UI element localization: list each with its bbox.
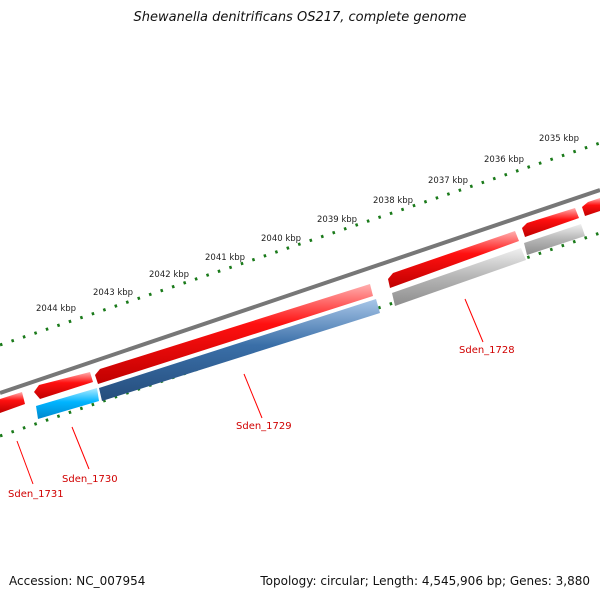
- topology-text: Topology: circular; Length: 4,545,906 bp…: [260, 574, 590, 588]
- gene-labels: Sden_1728 Sden_1729 Sden_1730 Sden_1731: [8, 345, 515, 500]
- gene-sden-1729-block: [99, 299, 380, 401]
- scale-label: 2037 kbp: [428, 176, 468, 186]
- scale-label: 2041 kbp: [205, 253, 245, 263]
- forward-gene-arrow: [582, 198, 600, 216]
- map-title: Shewanella denitrificans OS217, complete…: [133, 10, 467, 25]
- reverse-strand-track: [36, 224, 585, 419]
- forward-strand-track: [0, 198, 600, 413]
- scale-label: 2042 kbp: [149, 270, 189, 280]
- scale-labels: 2035 kbp 2036 kbp 2037 kbp 2038 kbp 2039…: [36, 134, 579, 314]
- scale-label: 2036 kbp: [484, 155, 524, 165]
- scale-label: 2035 kbp: [539, 134, 579, 144]
- scale-label: 2040 kbp: [261, 234, 301, 244]
- scale-label: 2044 kbp: [36, 304, 76, 314]
- leader-line-sden-1728: [464, 298, 484, 343]
- gene-sden-1728-block: [524, 224, 585, 255]
- gene-label-sden-1729: Sden_1729: [236, 421, 292, 432]
- gene-sden-1728-block: [392, 248, 526, 306]
- leader-line-sden-1730: [71, 426, 90, 470]
- scale-label: 2038 kbp: [373, 196, 413, 206]
- forward-gene-arrow: [34, 372, 93, 399]
- forward-gene-arrow: [388, 231, 519, 288]
- scale-label: 2043 kbp: [93, 288, 133, 298]
- genome-backbone: [0, 188, 600, 395]
- scale-label: 2039 kbp: [317, 215, 357, 225]
- gene-label-sden-1728: Sden_1728: [459, 345, 515, 356]
- gene-sden-1730-block: [36, 388, 99, 419]
- gene-label-sden-1731: Sden_1731: [8, 489, 64, 500]
- forward-gene-arrow: [95, 284, 373, 384]
- leader-line-sden-1731: [16, 440, 34, 485]
- outer-scale-dots: [0, 141, 600, 347]
- gene-label-sden-1730: Sden_1730: [62, 474, 118, 485]
- forward-gene-arrow: [522, 208, 579, 237]
- leader-line-sden-1729: [243, 373, 263, 419]
- accession-text: Accession: NC_007954: [9, 574, 146, 588]
- gene-leader-lines: [16, 298, 484, 485]
- forward-gene-arrow: [0, 392, 25, 413]
